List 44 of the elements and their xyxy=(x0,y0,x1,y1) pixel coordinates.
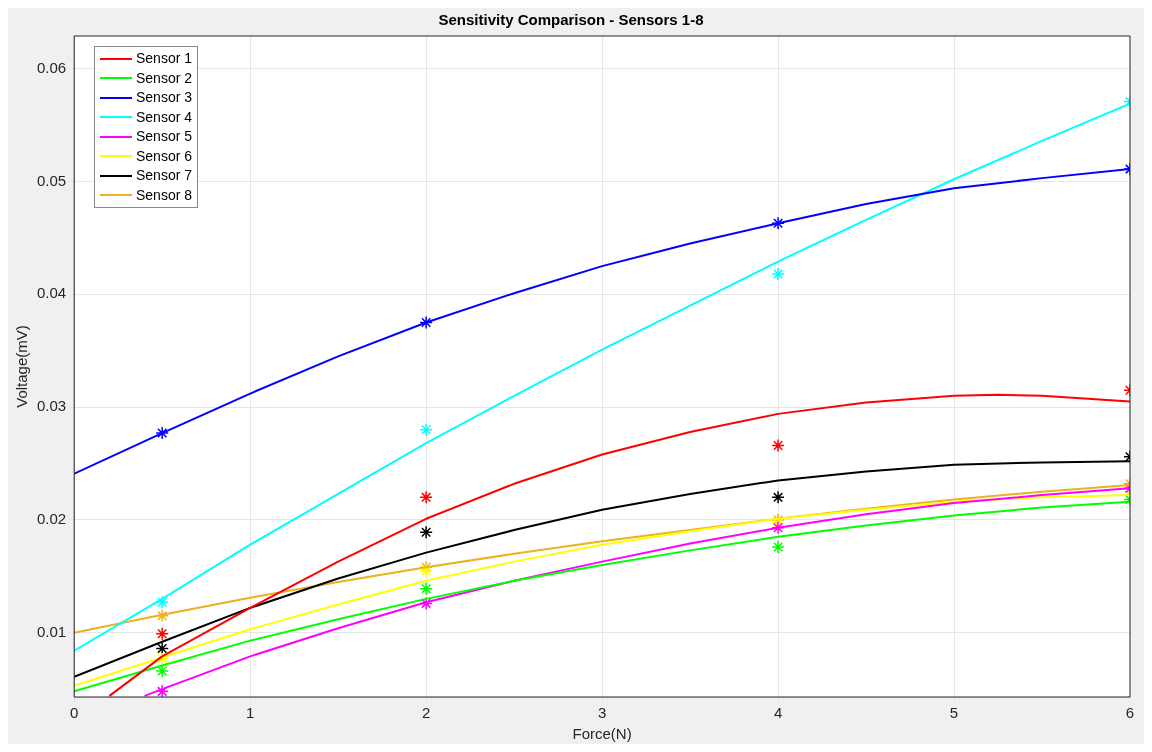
legend-label: Sensor 3 xyxy=(136,88,193,107)
point xyxy=(419,581,433,596)
point xyxy=(419,525,433,540)
x-axis-title: Force(N) xyxy=(572,725,632,743)
y-tick-label: 0.03 xyxy=(36,397,67,415)
point xyxy=(771,540,785,554)
point xyxy=(155,684,169,697)
point xyxy=(419,422,433,437)
y-tick-label: 0.01 xyxy=(36,622,67,640)
y-tick-label: 0.05 xyxy=(36,171,67,189)
point xyxy=(771,267,785,281)
point xyxy=(155,641,169,656)
legend-label: Sensor 4 xyxy=(136,107,193,127)
point xyxy=(155,627,169,641)
point xyxy=(155,426,169,440)
x-tick-label: 4 xyxy=(773,704,783,722)
point xyxy=(771,490,785,505)
legend-label: Sensor 1 xyxy=(136,49,193,68)
y-axis-title: Voltage(mV) xyxy=(13,325,31,408)
x-tick-label: 0 xyxy=(70,704,79,722)
legend-label: Sensor 5 xyxy=(136,127,193,146)
y-tick-label: 0.04 xyxy=(36,284,67,302)
x-tick-label: 2 xyxy=(421,704,431,722)
x-tick-label: 3 xyxy=(597,704,607,722)
point xyxy=(419,490,433,505)
x-tick-label: 1 xyxy=(245,704,255,722)
legend-label: Sensor 7 xyxy=(136,166,193,185)
legend-label: Sensor 8 xyxy=(136,185,193,205)
point xyxy=(155,651,169,666)
point xyxy=(419,315,433,330)
y-tick-label: 0.06 xyxy=(36,58,67,76)
x-tick-label: 6 xyxy=(1125,704,1135,722)
point xyxy=(155,664,169,678)
legend-label: Sensor 6 xyxy=(136,146,193,166)
y-tick-label: 0.02 xyxy=(36,510,67,528)
point xyxy=(419,596,433,611)
point xyxy=(155,609,169,623)
x-tick-label: 5 xyxy=(949,704,959,722)
legend-label: Sensor 2 xyxy=(136,68,193,88)
chart-title: Sensitivity Comparison - Sensors 1-8 xyxy=(438,11,704,29)
point xyxy=(155,595,169,609)
point xyxy=(771,438,785,453)
point xyxy=(771,521,785,535)
point xyxy=(771,216,785,230)
